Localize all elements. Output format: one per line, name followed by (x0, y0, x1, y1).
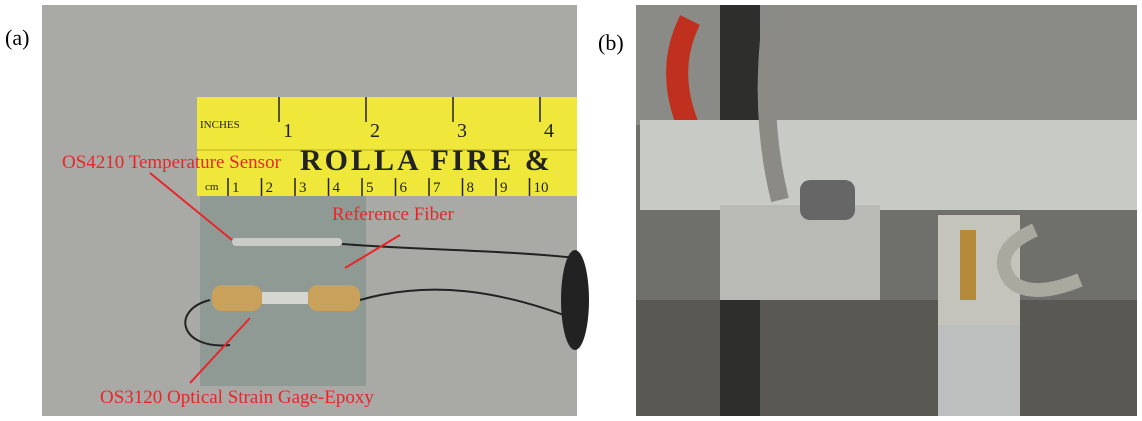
ruler-inch: 4 (544, 120, 554, 142)
ruler-cm: 2 (266, 180, 274, 196)
figure: INCHES ROLLA FIRE & cm 1 2 3 4 1 2 3 4 5 6 7 8 9 10 O… (0, 0, 1142, 421)
ruler-cm: 3 (299, 180, 307, 196)
annotation: Reference Fiber (332, 204, 455, 225)
page: INCHES ROLLA FIRE & cm 1 2 3 4 1 2 3 4 5 6 7 8 9 10 O… (0, 0, 1142, 421)
ruler-cm: 7 (433, 180, 441, 196)
photo-b (636, 5, 1137, 416)
ruler-inch: 1 (283, 120, 293, 142)
ruler-cm: 5 (366, 180, 374, 196)
panel-label: (b) (598, 30, 624, 55)
annotation: OS3120 Optical Strain Gage-Epoxy (100, 387, 374, 408)
photo-a (42, 5, 589, 416)
annotation: OS4210 Temperature Sensor (62, 152, 282, 173)
ruler-cm: 10 (534, 180, 549, 196)
ruler-cm: 8 (467, 180, 475, 196)
ruler-cm-label: cm (205, 181, 219, 193)
ruler-cm: 4 (333, 180, 341, 196)
ruler-inch: 2 (370, 120, 380, 142)
ruler-cm: 9 (500, 180, 508, 196)
ruler-cm: 6 (400, 180, 408, 196)
ruler-cm: 1 (232, 180, 240, 196)
ruler-brand: ROLLA FIRE & (300, 144, 553, 177)
ruler-inch-label: INCHES (200, 119, 240, 131)
panel-label: (a) (5, 25, 29, 50)
ruler-inch: 3 (457, 120, 467, 142)
